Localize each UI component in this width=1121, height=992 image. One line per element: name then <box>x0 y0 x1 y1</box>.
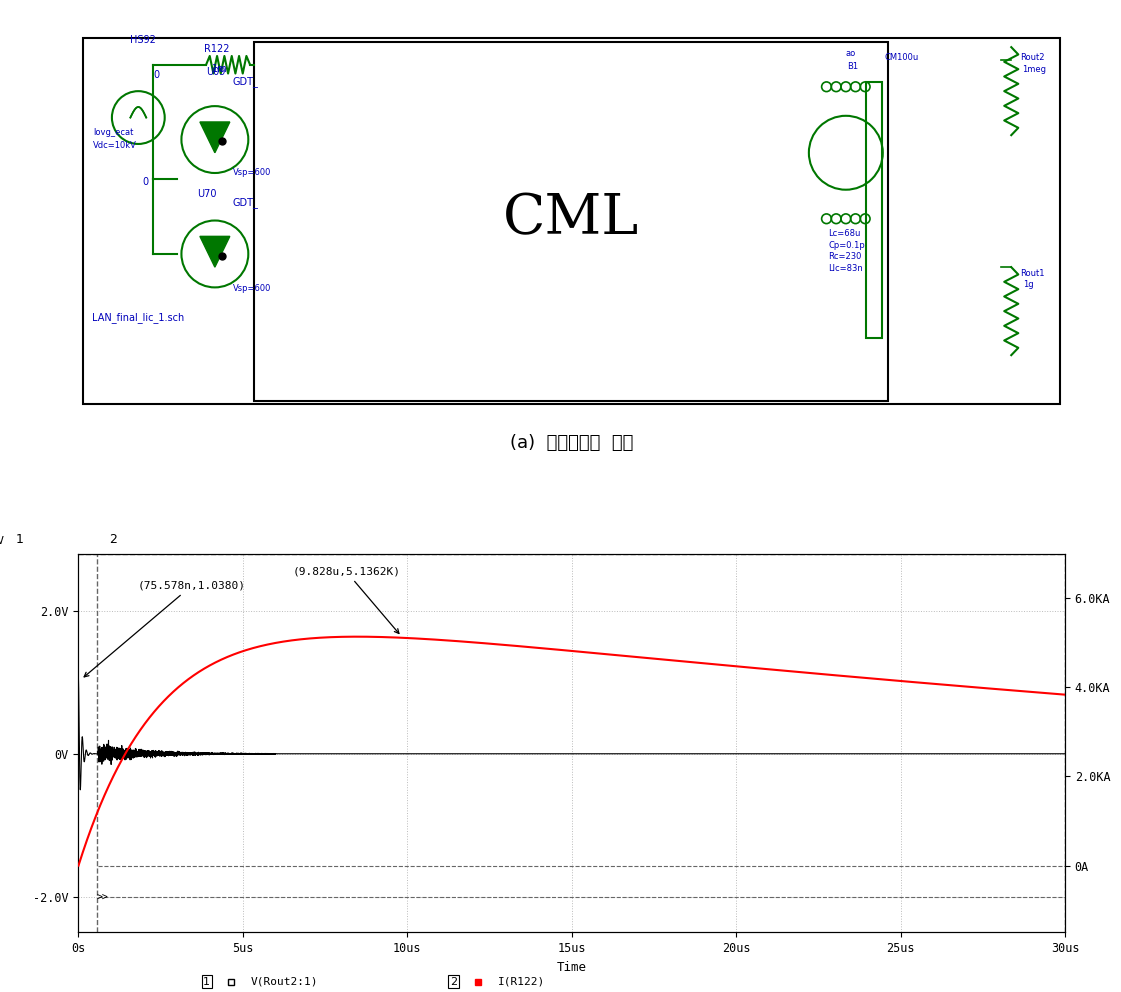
Text: HS92: HS92 <box>130 35 156 45</box>
Polygon shape <box>200 236 230 267</box>
Text: Vsp=600: Vsp=600 <box>232 168 271 177</box>
Text: Rout2: Rout2 <box>1020 54 1045 62</box>
Text: I(R122): I(R122) <box>498 977 545 987</box>
Text: 1meg: 1meg <box>1022 64 1046 73</box>
Text: CM100u: CM100u <box>884 54 919 62</box>
Text: 0: 0 <box>154 70 159 80</box>
Text: 1: 1 <box>203 977 211 987</box>
Text: Rc=230: Rc=230 <box>828 252 862 261</box>
Text: V(Rout2:1): V(Rout2:1) <box>251 977 318 987</box>
Text: (75.578n,1.0380): (75.578n,1.0380) <box>84 580 245 677</box>
Text: 1m: 1m <box>212 63 228 73</box>
Text: Cp=0.1p: Cp=0.1p <box>828 241 865 250</box>
Text: (9.828u,5.1362K): (9.828u,5.1362K) <box>293 566 400 634</box>
Text: 0: 0 <box>142 178 149 187</box>
Text: Lc=68u: Lc=68u <box>828 229 861 238</box>
Text: ao: ao <box>846 49 856 58</box>
Text: Rout1: Rout1 <box>1020 269 1045 278</box>
Text: B1: B1 <box>846 62 858 71</box>
Text: 2: 2 <box>109 533 117 546</box>
Text: LAN_final_lic_1.sch: LAN_final_lic_1.sch <box>92 311 184 322</box>
Text: Llc=83n: Llc=83n <box>828 264 863 273</box>
Text: R122: R122 <box>204 44 230 54</box>
Text: 1g: 1g <box>1023 281 1035 290</box>
Text: >>: >> <box>96 893 109 903</box>
Text: Vdc=10kV: Vdc=10kV <box>93 141 137 151</box>
Text: lovg_ecat: lovg_ecat <box>93 128 133 137</box>
Bar <box>254 42 888 401</box>
Text: U70: U70 <box>197 188 216 198</box>
Text: 2.0V: 2.0V <box>0 536 4 546</box>
Text: Vsp=600: Vsp=600 <box>232 284 271 293</box>
Text: U09: U09 <box>206 67 225 77</box>
Bar <box>867 82 882 337</box>
Text: CML: CML <box>503 191 639 246</box>
Polygon shape <box>200 122 230 153</box>
Text: GDT_: GDT_ <box>232 76 258 87</box>
Text: (a)  시뮬레이션  회로: (a) 시뮬레이션 회로 <box>510 434 633 452</box>
Text: GDT_: GDT_ <box>232 197 258 208</box>
Text: 2: 2 <box>450 977 457 987</box>
Text: 1: 1 <box>16 533 24 546</box>
X-axis label: Time: Time <box>557 961 586 974</box>
